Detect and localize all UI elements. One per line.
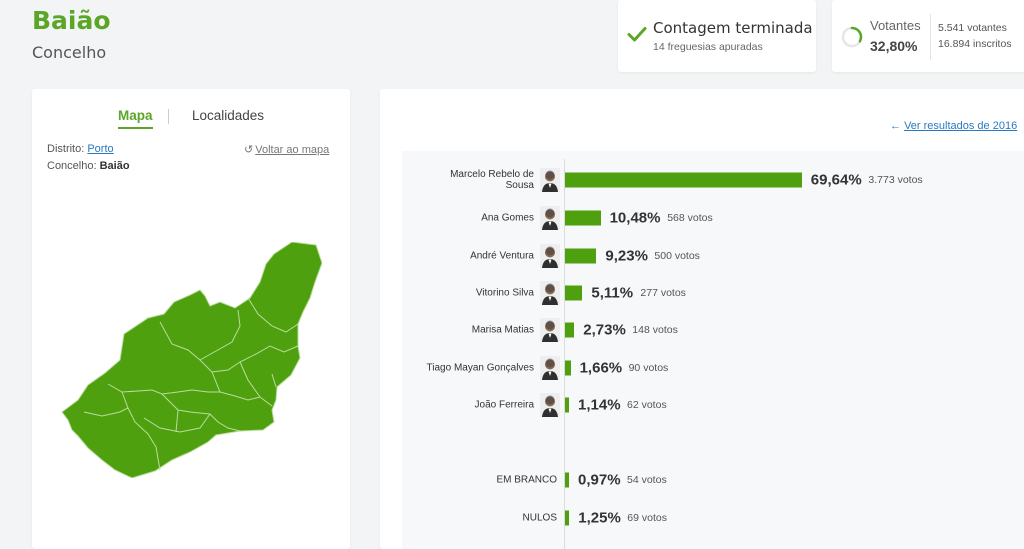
result-percent: 0,97%: [578, 471, 621, 489]
county-value: Baião: [99, 160, 130, 172]
result-votes: 148 votos: [632, 324, 678, 336]
back-to-map-label: Voltar ao mapa: [255, 144, 330, 156]
previous-results-label: Ver resultados de 2016: [904, 120, 1018, 132]
result-bar: [565, 510, 570, 526]
result-bar: [565, 360, 571, 376]
result-votes: 54 votos: [627, 474, 667, 486]
result-bar: [565, 322, 575, 338]
result-row: Ana Gomes 10,48% 568 votos: [402, 202, 1024, 234]
candidate-name: João Ferreira: [474, 399, 534, 411]
result-row: NULOS 1,25% 69 votos: [402, 502, 1024, 534]
status-subtitle: 14 freguesias apuradas: [653, 41, 763, 53]
check-icon: [627, 27, 647, 42]
candidate-name: EM BRANCO: [496, 474, 557, 486]
registered-count: 16.894 inscritos: [938, 38, 1012, 50]
result-votes: 3.773 votos: [868, 174, 923, 186]
candidate-photo: [540, 168, 560, 192]
candidate-name: Ana Gomes: [481, 212, 534, 224]
result-row: Tiago Mayan Gonçalves 1,66% 90 votos: [402, 352, 1024, 384]
district-link[interactable]: Porto: [87, 143, 114, 155]
back-to-map-link[interactable]: ↺ Voltar ao mapa: [244, 143, 329, 156]
previous-results-link[interactable]: ← Ver resultados de 2016: [890, 120, 1017, 132]
result-votes: 69 votos: [627, 512, 667, 524]
candidate-photo: [540, 281, 560, 305]
result-bar: [565, 472, 569, 488]
map-outline[interactable]: [61, 242, 322, 478]
undo-icon: ↺: [244, 144, 254, 156]
result-votes: 62 votos: [627, 399, 667, 411]
result-bar: [565, 285, 583, 301]
result-percent: 1,14%: [578, 396, 621, 414]
result-bar: [565, 210, 601, 226]
tab-divider: [168, 109, 169, 124]
candidate-name: Marisa Matias: [471, 324, 534, 336]
result-votes: 277 votos: [640, 287, 686, 299]
candidate-name: NULOS: [522, 512, 557, 524]
result-percent: 1,25%: [578, 509, 621, 527]
candidate-name: André Ventura: [470, 250, 534, 262]
voters-percent: 32,80%: [870, 38, 918, 54]
result-votes: 90 votos: [628, 362, 669, 374]
breadcrumb-county: Concelho: Baião: [47, 160, 130, 172]
tab-map[interactable]: Mapa: [118, 108, 153, 129]
result-percent: 2,73%: [583, 321, 626, 339]
arrow-left-icon: ←: [890, 120, 901, 132]
result-percent: 1,66%: [579, 359, 623, 377]
results-panel: ← Ver resultados de 2016 Marcelo Rebelo …: [380, 89, 1024, 549]
status-title: Contagem terminada: [653, 19, 813, 37]
page-title: Baião: [32, 6, 111, 35]
candidate-photo: [540, 318, 560, 342]
candidate-name: Marcelo Rebelo de Sousa: [450, 169, 534, 191]
result-row: João Ferreira 1,14% 62 votos: [402, 389, 1024, 421]
voters-count: 5.541 votantes: [938, 22, 1007, 34]
result-bar: [565, 248, 597, 264]
candidate-name: Tiago Mayan Gonçalves: [426, 362, 534, 374]
voters-card: Votantes 32,80% 5.541 votantes 16.894 in…: [832, 0, 1024, 72]
voters-label: Votantes: [870, 18, 921, 33]
result-bar: [565, 172, 802, 188]
candidate-photo: [540, 206, 560, 230]
district-label: Distrito:: [47, 143, 85, 155]
divider: [930, 14, 931, 60]
count-status-card: Contagem terminada 14 freguesias apurada…: [618, 0, 816, 72]
candidate-name: Vitorino Silva: [475, 287, 534, 299]
candidate-photo: [540, 393, 560, 417]
results-chart: Marcelo Rebelo de Sousa 69,64% 3.773 votos…: [402, 151, 1024, 549]
county-map[interactable]: [60, 242, 322, 478]
result-percent: 69,64%: [810, 171, 862, 189]
result-votes: 568 votos: [667, 212, 713, 224]
result-row: Marisa Matias 2,73% 148 votos: [402, 314, 1024, 346]
candidate-photo: [540, 356, 560, 380]
result-row: Vitorino Silva 5,11% 277 votos: [402, 277, 1024, 309]
result-row: Marcelo Rebelo de Sousa 69,64% 3.773 votos: [402, 164, 1024, 196]
result-row: André Ventura 9,23% 500 votos: [402, 240, 1024, 272]
county-label: Concelho:: [47, 160, 97, 172]
result-percent: 10,48%: [609, 209, 661, 227]
breadcrumb-district: Distrito: Porto: [47, 143, 114, 155]
candidate-photo: [540, 244, 560, 268]
result-votes: 500 votos: [654, 250, 700, 262]
chart-axis: [564, 159, 565, 549]
progress-ring-icon: [841, 26, 863, 48]
result-row: EM BRANCO 0,97% 54 votos: [402, 464, 1024, 496]
tab-localities[interactable]: Localidades: [192, 108, 265, 123]
result-percent: 5,11%: [591, 284, 634, 302]
result-percent: 9,23%: [605, 247, 648, 265]
page-subtitle: Concelho: [32, 43, 107, 62]
result-bar: [565, 397, 569, 413]
map-panel: Mapa Localidades Distrito: Porto Concelh…: [32, 89, 350, 549]
